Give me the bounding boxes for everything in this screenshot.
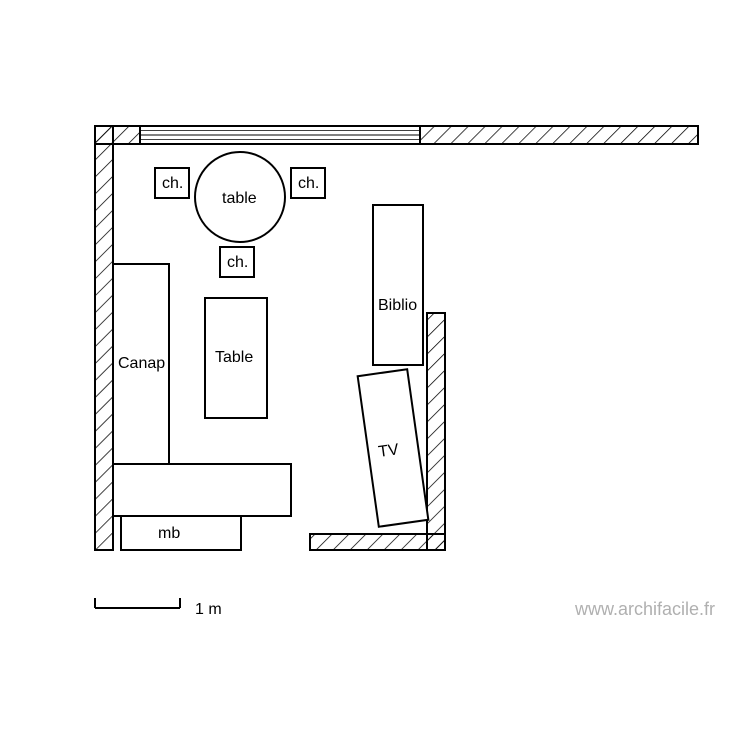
- mb: mb: [121, 516, 241, 550]
- bar-low: [113, 464, 291, 516]
- wall-right: [427, 313, 445, 550]
- chair-bottom-label: ch.: [227, 254, 248, 271]
- chair-right-label: ch.: [298, 175, 319, 192]
- scale-label: 1 m: [195, 601, 222, 618]
- biblio-label: Biblio: [378, 297, 417, 314]
- chair-left: ch.: [155, 168, 189, 198]
- tv-label: TV: [377, 441, 400, 461]
- table-rect-label: Table: [215, 349, 253, 366]
- chair-bottom: ch.: [220, 247, 254, 277]
- wall-left: [95, 126, 113, 550]
- wall-bottom: [310, 534, 445, 550]
- table-rect: Table: [205, 298, 267, 418]
- watermark: www.archifacile.fr: [574, 599, 715, 619]
- mb-label: mb: [158, 525, 180, 542]
- chair-left-label: ch.: [162, 175, 183, 192]
- chair-right: ch.: [291, 168, 325, 198]
- canap: Canap: [113, 264, 169, 464]
- table-round-label: table: [222, 190, 257, 207]
- biblio: Biblio: [373, 205, 423, 365]
- table-round: table: [195, 152, 285, 242]
- floorplan-canvas: table ch. ch. ch. Canap Table Biblio TV mb 1 m www…: [0, 0, 750, 750]
- canap-label: Canap: [118, 355, 165, 372]
